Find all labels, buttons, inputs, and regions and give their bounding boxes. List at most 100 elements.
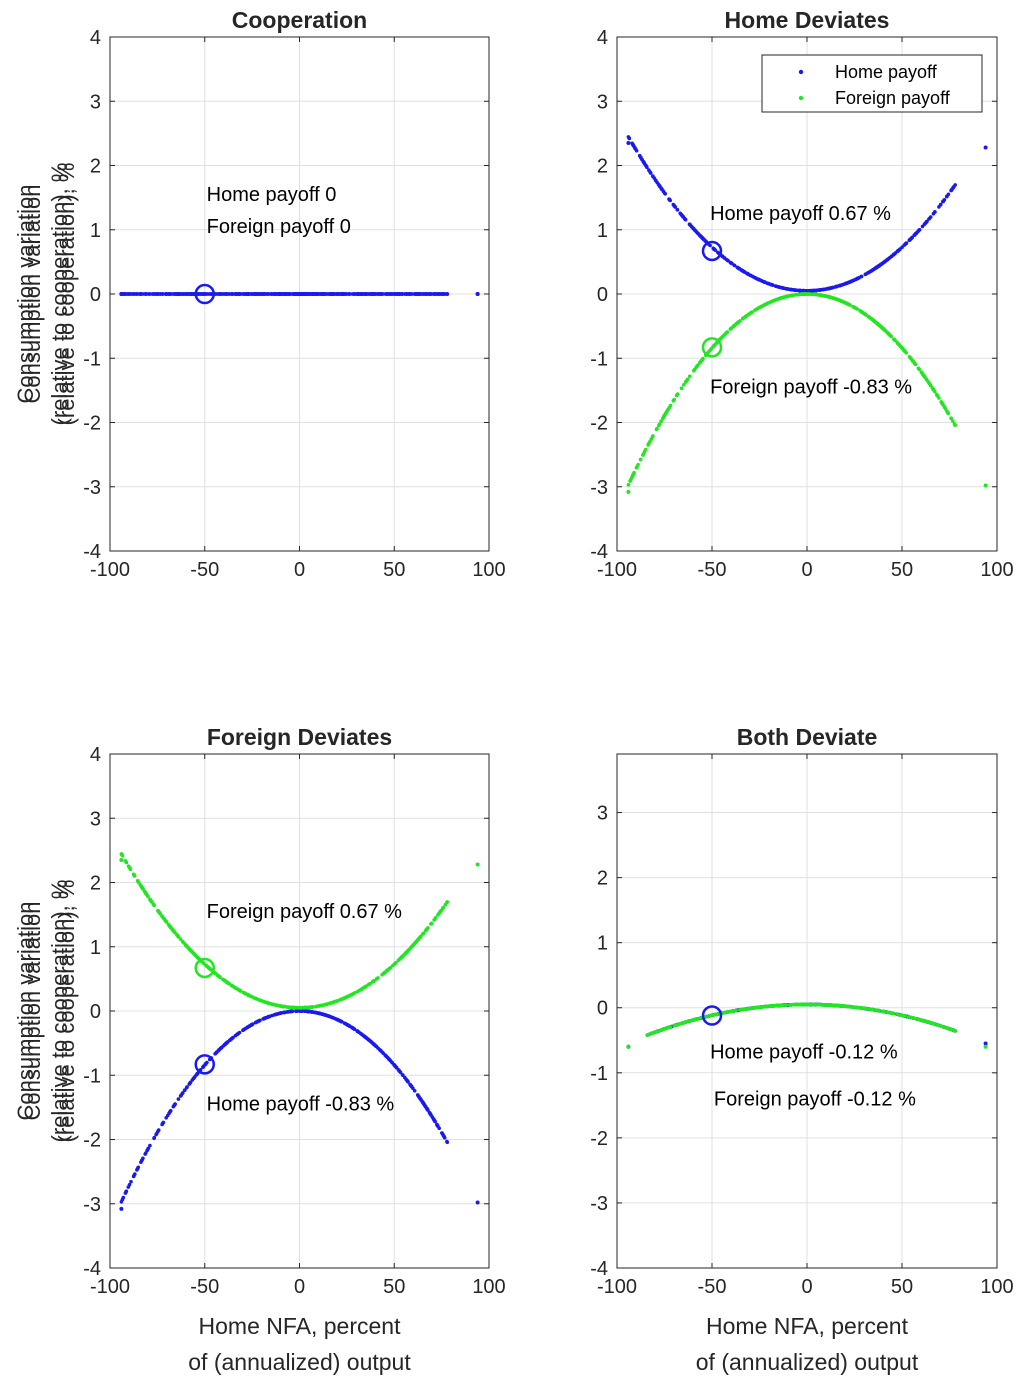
data-point xyxy=(730,1009,734,1013)
data-point xyxy=(642,162,647,166)
y-tick-label: -2 xyxy=(83,413,101,435)
data-point xyxy=(788,1003,792,1007)
data-point xyxy=(659,419,663,424)
data-point xyxy=(626,135,631,139)
data-point xyxy=(298,1009,303,1013)
data-point xyxy=(294,1009,299,1013)
data-point xyxy=(826,1003,830,1007)
y-tick-label: 0 xyxy=(90,284,101,306)
data-point xyxy=(896,249,900,253)
data-point xyxy=(433,916,437,921)
data-point xyxy=(655,180,659,185)
data-point xyxy=(934,1022,938,1027)
panel-cooperation: -100 -50 0 50 100 -4 -3 -2 -1 0 1 2 3 4 Cooperation Con… xyxy=(13,7,506,581)
data-point xyxy=(899,1013,904,1017)
data-point xyxy=(135,1166,140,1171)
data-point xyxy=(417,292,421,296)
data-point xyxy=(875,322,880,326)
data-point xyxy=(794,292,798,297)
data-point xyxy=(343,995,348,1000)
data-point xyxy=(749,273,753,278)
data-point xyxy=(307,292,311,296)
data-point xyxy=(270,1013,274,1018)
data-point xyxy=(278,1011,283,1015)
data-point xyxy=(205,1060,209,1065)
data-point xyxy=(192,1075,197,1079)
data-point xyxy=(922,1019,927,1023)
y-axis-label-line-2: (relative to cooperation), % xyxy=(47,880,72,1143)
data-point xyxy=(720,254,725,258)
data-point xyxy=(679,386,684,391)
data-point xyxy=(396,958,401,963)
data-point xyxy=(343,1021,348,1026)
y-axis-label-line-2: (relative to cooperation), % xyxy=(54,880,79,1143)
data-point xyxy=(364,1035,368,1040)
data-point xyxy=(282,1010,287,1015)
data-point xyxy=(802,288,806,293)
data-point xyxy=(302,1009,307,1013)
data-point xyxy=(323,1002,327,1007)
highlight-marker xyxy=(701,337,723,358)
data-point xyxy=(360,1032,364,1037)
data-point xyxy=(916,366,921,371)
data-point xyxy=(127,292,132,296)
data-point xyxy=(178,1094,183,1098)
data-point xyxy=(372,292,376,296)
data-point xyxy=(934,392,939,397)
data-point xyxy=(388,292,393,296)
y-axis-label-line-1: Consumption variation xyxy=(13,902,38,1121)
data-point xyxy=(347,292,352,296)
data-point xyxy=(282,1004,287,1009)
data-point xyxy=(139,292,144,296)
data-point xyxy=(930,1021,934,1026)
highlight-marker xyxy=(194,1054,215,1075)
data-point xyxy=(928,215,933,219)
y-axis-label-line-1: Consumption variation xyxy=(13,185,38,404)
data-point xyxy=(412,1089,417,1093)
data-point xyxy=(790,287,794,292)
y-tick-label: -3 xyxy=(83,477,101,499)
data-point xyxy=(941,1025,946,1029)
data-point xyxy=(286,1009,291,1014)
data-point xyxy=(184,292,189,296)
data-point xyxy=(714,1012,719,1017)
data-point xyxy=(732,323,737,328)
data-point xyxy=(164,1116,168,1120)
data-point xyxy=(245,292,250,296)
data-point xyxy=(319,1003,323,1008)
data-point xyxy=(315,1011,319,1015)
data-point xyxy=(839,283,843,288)
data-point xyxy=(331,1000,336,1005)
data-point xyxy=(679,213,684,217)
data-point xyxy=(841,1004,846,1008)
data-point xyxy=(380,972,384,977)
data-point xyxy=(241,990,246,995)
data-point xyxy=(435,1122,439,1127)
data-point xyxy=(278,292,283,296)
data-point xyxy=(879,262,884,266)
data-point xyxy=(768,1004,773,1008)
data-point xyxy=(659,186,663,190)
data-point xyxy=(795,1002,800,1007)
chart-title: Foreign Deviates xyxy=(207,724,392,750)
data-point xyxy=(651,174,655,179)
data-point xyxy=(884,1010,888,1014)
data-point xyxy=(152,903,156,907)
outlier-point xyxy=(983,1041,988,1046)
data-point xyxy=(937,396,941,400)
data-point xyxy=(839,299,843,303)
data-point xyxy=(445,292,450,296)
data-point xyxy=(380,1050,384,1054)
data-point xyxy=(425,292,429,296)
outlier-point xyxy=(475,1200,480,1205)
data-point xyxy=(154,1132,158,1137)
y-axis-label: Consumption variation (relative to cooper… xyxy=(13,163,72,426)
data-point xyxy=(791,1002,796,1007)
data-point xyxy=(908,237,913,242)
data-point xyxy=(822,294,827,298)
y-tick-label: 2 xyxy=(90,156,101,178)
data-point xyxy=(892,252,896,257)
data-point xyxy=(826,286,831,291)
data-point xyxy=(188,948,193,953)
